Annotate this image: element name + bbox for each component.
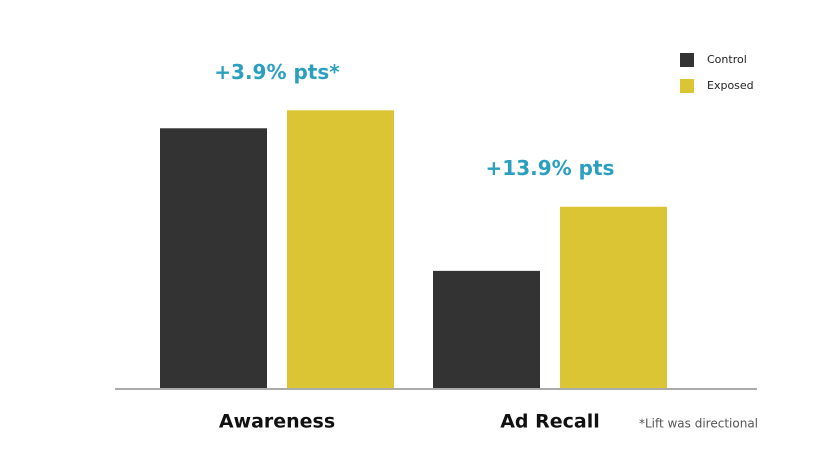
bar — [287, 110, 394, 389]
bar — [560, 206, 667, 389]
legend-swatch — [680, 53, 694, 67]
legend-label: Control — [707, 53, 747, 66]
x-tick-label: Ad Recall — [500, 411, 600, 433]
bar — [433, 270, 540, 389]
legend-swatch — [680, 79, 694, 93]
bar — [160, 128, 267, 390]
x-tick-label: Awareness — [219, 411, 335, 433]
annotation: +3.9% pts* — [214, 60, 340, 84]
footnote: *Lift was directional — [639, 417, 758, 431]
legend-label: Exposed — [707, 79, 754, 92]
annotation: +13.9% pts — [486, 156, 615, 180]
